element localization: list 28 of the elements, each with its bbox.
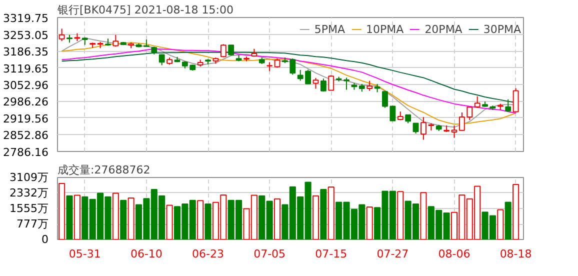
y-tick-label: 0 (42, 233, 48, 246)
y-tick-label: 3119.65 (3, 62, 49, 76)
x-tick-label: 07-15 (315, 248, 348, 260)
y-tick-label: 2852.86 (3, 129, 49, 142)
y-tick-label: 1555万 (10, 202, 49, 215)
legend-label: 20PMA (424, 22, 462, 36)
legend-label: 30PMA (483, 22, 521, 36)
y-tick-label: 3319.75 (3, 12, 49, 25)
y-tick-label: 3052.96 (3, 79, 49, 92)
y-tick-label: 3109万 (10, 171, 49, 184)
y-tick-label: 2332万 (10, 186, 49, 200)
x-tick-label: 07-27 (376, 248, 409, 260)
x-tick-label: 08-06 (438, 248, 470, 260)
legend-label: 5PMA (314, 22, 346, 36)
x-tick-label: 05-31 (68, 248, 101, 260)
chart-title: 成交量:27688762 (58, 164, 150, 176)
y-tick-label: 3253.05 (3, 28, 49, 42)
x-tick-label: 08-18 (500, 248, 532, 260)
y-tick-label: 777万 (16, 218, 49, 231)
y-tick-label: 2786.16 (3, 146, 49, 159)
y-tick-label: 3186.35 (3, 46, 49, 58)
x-tick-label: 06-23 (192, 248, 224, 260)
y-tick-label: 2986.26 (3, 96, 49, 109)
x-tick-label: 07-05 (254, 248, 286, 260)
chart-title: 银行[BK0475] 2021-08-18 15:00 (56, 4, 234, 16)
y-tick-label: 2919.56 (3, 112, 49, 126)
legend-label: 10PMA (366, 22, 404, 36)
x-tick-label: 06-10 (130, 248, 162, 260)
